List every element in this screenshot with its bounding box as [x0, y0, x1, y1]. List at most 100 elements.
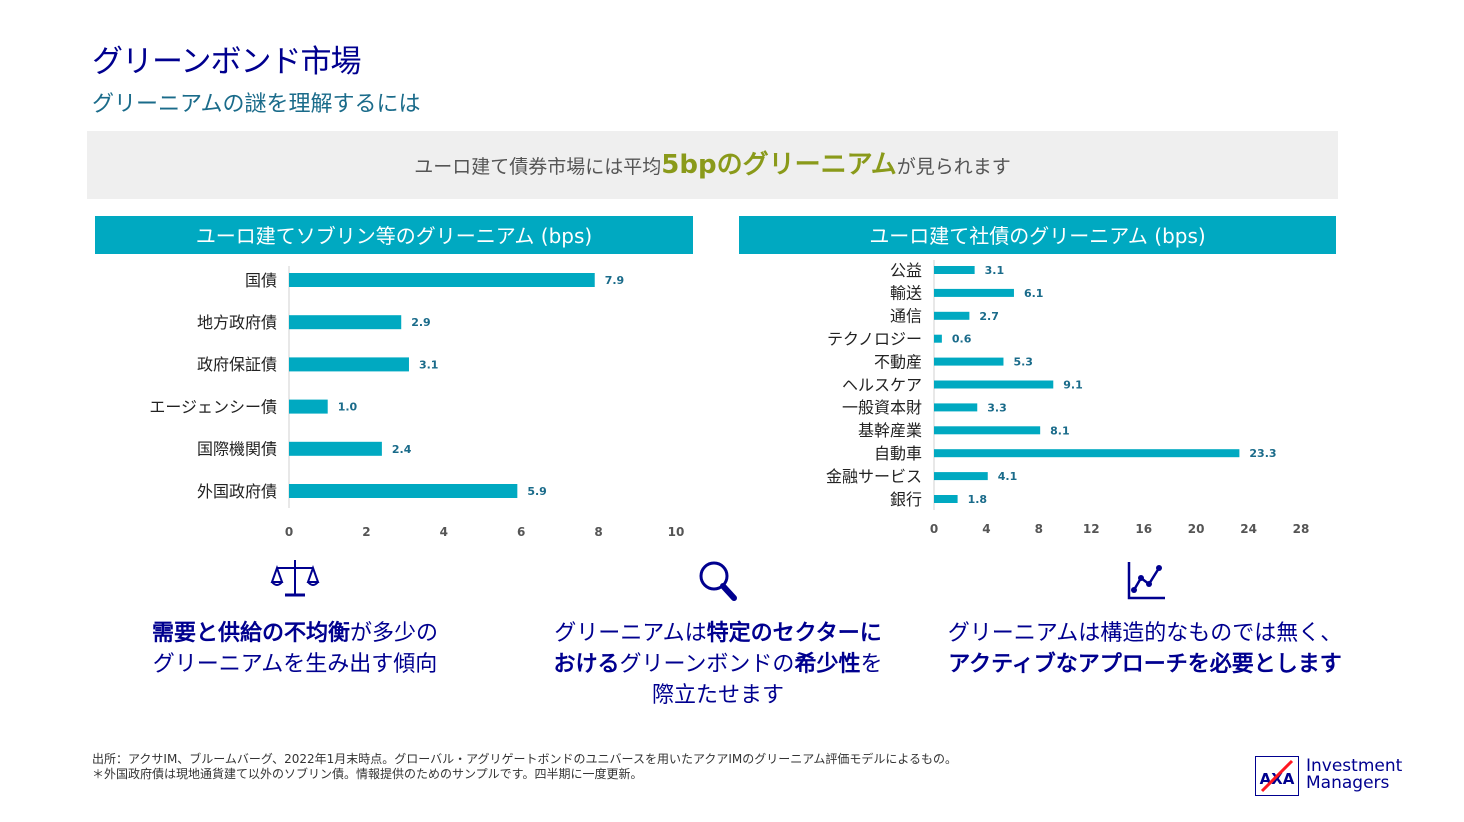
bar	[934, 266, 975, 274]
category-label: 自動車	[874, 444, 922, 463]
point2-text1: グリーニアムは	[554, 621, 707, 646]
x-tick-label: 20	[1188, 522, 1205, 536]
logo-line2: Managers	[1306, 773, 1390, 793]
axa-im-logo: AXA Investment Managers	[1255, 756, 1415, 796]
logo-line1: Investment	[1306, 756, 1403, 776]
point2-line3: 際立たせます	[651, 683, 784, 708]
point1-bold: 需要と供給の不均衡	[151, 621, 350, 646]
x-tick-label: 6	[517, 525, 525, 539]
data-label: 1.0	[338, 401, 358, 414]
axa-logo-mark: AXA	[1255, 756, 1299, 796]
sovereign-greenium-chart: 国債 7.9 地方政府債 2.9 政府保証債 3.1 エージェンシー債 1.0 国際機関債 2.4…	[149, 266, 685, 539]
category-label: 地方政府債	[197, 313, 277, 332]
axa-mark-text: AXA	[1260, 770, 1295, 788]
data-label: 2.9	[411, 316, 431, 329]
bar	[289, 273, 595, 287]
category-label: 公益	[890, 261, 922, 280]
category-label: テクノロジー	[827, 329, 922, 348]
footnote-note: ＊外国政府債は現地通貨建て以外のソブリン債。情報提供のためのサンプルです。四半期…	[92, 767, 643, 781]
point3-bold: アクティブなアプローチを必要とします	[948, 652, 1342, 677]
bar	[934, 449, 1240, 458]
bar	[934, 357, 1004, 366]
bar	[934, 380, 1054, 389]
data-label: 3.3	[987, 401, 1007, 414]
x-tick-label: 0	[285, 525, 293, 539]
point-active-approach: グリーニアムは構造的なものでは無く、 アクティブなアプローチを必要とします	[930, 556, 1360, 680]
data-label: 3.1	[985, 264, 1005, 277]
x-tick-label: 10	[668, 525, 685, 539]
category-label: 国債	[245, 271, 277, 290]
bar	[289, 484, 518, 498]
corporate-greenium-chart: 公益 3.1 輸送 6.1 通信 2.7 テクノロジー 0.6 不動産 5.3 ヘルスケア 9.1 一般…	[826, 260, 1310, 536]
point-supply-demand: 需要と供給の不均衡が多少の グリーニアムを生み出す傾向	[110, 556, 480, 680]
category-label: 一般資本財	[842, 398, 922, 417]
bar	[934, 288, 1014, 297]
page-subtitle: グリーニアムの謎を理解するには	[92, 92, 421, 117]
bar	[934, 495, 958, 503]
x-tick-label: 28	[1293, 522, 1310, 536]
banner-prefix: ユーロ建て債券市場には平均	[414, 156, 662, 178]
data-label: 8.1	[1050, 424, 1070, 437]
corporate-chart-title: ユーロ建て社債のグリーニアム (bps)	[739, 216, 1336, 254]
point2-bold2: おける	[553, 652, 620, 677]
data-label: 23.3	[1249, 447, 1276, 460]
footnote: 出所：アクサIM、ブルームバーグ、2022年1月末時点。グローバル・アグリゲート…	[92, 752, 957, 782]
point1-line2: グリーニアムを生み出す傾向	[152, 652, 438, 677]
x-tick-label: 12	[1083, 522, 1100, 536]
data-label: 2.7	[979, 310, 999, 323]
data-label: 9.1	[1063, 379, 1083, 392]
x-tick-label: 16	[1135, 522, 1152, 536]
category-label: 銀行	[890, 490, 922, 509]
bar	[289, 315, 402, 330]
data-label: 7.9	[605, 274, 625, 287]
category-label: 不動産	[874, 352, 922, 371]
bar	[289, 441, 382, 456]
category-label: ヘルスケア	[842, 375, 922, 394]
line-chart-icon	[1127, 562, 1165, 600]
data-label: 1.8	[968, 493, 988, 506]
x-tick-label: 24	[1240, 522, 1257, 536]
bar	[934, 403, 978, 412]
logo-wordmark: Investment Managers	[1306, 758, 1402, 792]
category-label: 金融サービス	[826, 467, 922, 486]
point2-bold3: 希少性	[794, 652, 861, 677]
data-label: 6.1	[1024, 287, 1044, 300]
banner-suffix: が見られます	[896, 156, 1011, 178]
point3-line1: グリーニアムは構造的なものでは無く、	[947, 621, 1343, 646]
x-tick-label: 0	[930, 522, 938, 536]
bar	[289, 399, 328, 414]
data-label: 4.1	[998, 470, 1018, 483]
data-label: 3.1	[419, 358, 439, 371]
category-label: 基幹産業	[858, 421, 922, 440]
bar	[934, 334, 942, 343]
point2-bold1: 特定のセクターに	[706, 621, 882, 646]
category-label: 輸送	[890, 284, 922, 303]
footnote-source: 出所：アクサIM、ブルームバーグ、2022年1月末時点。グローバル・アグリゲート…	[92, 752, 958, 766]
x-tick-label: 8	[594, 525, 602, 539]
banner-highlight: 5bpのグリーニアム	[661, 150, 897, 180]
point2-text2: グリーンボンドの	[619, 652, 795, 677]
x-tick-label: 2	[362, 525, 370, 539]
category-label: 外国政府債	[197, 482, 277, 501]
point1-text: が多少の	[350, 621, 439, 646]
point-scarcity: グリーニアムは特定のセクターに おけるグリーンボンドの希少性を 際立たせます	[528, 556, 908, 711]
x-tick-label: 4	[440, 525, 448, 539]
bar	[289, 357, 409, 372]
sovereign-chart-title: ユーロ建てソブリン等のグリーニアム (bps)	[95, 216, 693, 254]
bar	[934, 426, 1041, 435]
data-label: 0.6	[952, 333, 972, 346]
banner-text: ユーロ建て債券市場には平均5bpのグリーニアムが見られます	[87, 131, 1338, 201]
category-label: 国際機関債	[197, 440, 277, 459]
scales-icon	[270, 560, 320, 597]
category-label: エージェンシー債	[149, 397, 277, 416]
page-title: グリーンボンド市場	[92, 44, 361, 80]
bar	[934, 472, 988, 481]
point2-text3: を	[860, 652, 883, 677]
x-tick-label: 8	[1035, 522, 1043, 536]
summary-banner: ユーロ建て債券市場には平均5bpのグリーニアムが見られます	[87, 131, 1338, 199]
magnifier-icon	[699, 561, 737, 601]
data-label: 2.4	[392, 443, 412, 456]
data-label: 5.9	[527, 485, 547, 498]
category-label: 通信	[890, 307, 922, 326]
data-label: 5.3	[1013, 356, 1033, 369]
